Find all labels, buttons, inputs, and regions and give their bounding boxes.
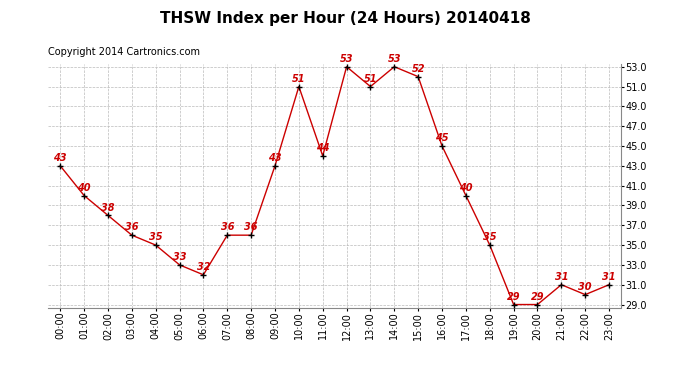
Text: THSW  (°F): THSW (°F) xyxy=(600,32,659,42)
Text: 40: 40 xyxy=(77,183,91,193)
Text: 43: 43 xyxy=(268,153,282,163)
Text: 33: 33 xyxy=(172,252,186,262)
Text: 43: 43 xyxy=(54,153,67,163)
Text: Copyright 2014 Cartronics.com: Copyright 2014 Cartronics.com xyxy=(48,47,200,57)
Text: 32: 32 xyxy=(197,262,210,272)
Text: 53: 53 xyxy=(388,54,401,64)
Text: 45: 45 xyxy=(435,133,448,143)
Text: 29: 29 xyxy=(531,292,544,302)
Text: 30: 30 xyxy=(578,282,592,292)
Text: 36: 36 xyxy=(244,222,258,232)
Text: 53: 53 xyxy=(340,54,353,64)
Text: 44: 44 xyxy=(316,143,329,153)
Text: THSW Index per Hour (24 Hours) 20140418: THSW Index per Hour (24 Hours) 20140418 xyxy=(159,11,531,26)
Text: 35: 35 xyxy=(483,232,497,242)
Text: 52: 52 xyxy=(411,64,425,74)
Text: 40: 40 xyxy=(459,183,473,193)
Text: 31: 31 xyxy=(602,272,615,282)
Text: 31: 31 xyxy=(555,272,568,282)
Text: 36: 36 xyxy=(221,222,234,232)
Text: 38: 38 xyxy=(101,202,115,213)
Text: 51: 51 xyxy=(292,74,306,84)
Text: 29: 29 xyxy=(507,292,520,302)
Text: 36: 36 xyxy=(125,222,139,232)
Text: 51: 51 xyxy=(364,74,377,84)
Text: 35: 35 xyxy=(149,232,162,242)
